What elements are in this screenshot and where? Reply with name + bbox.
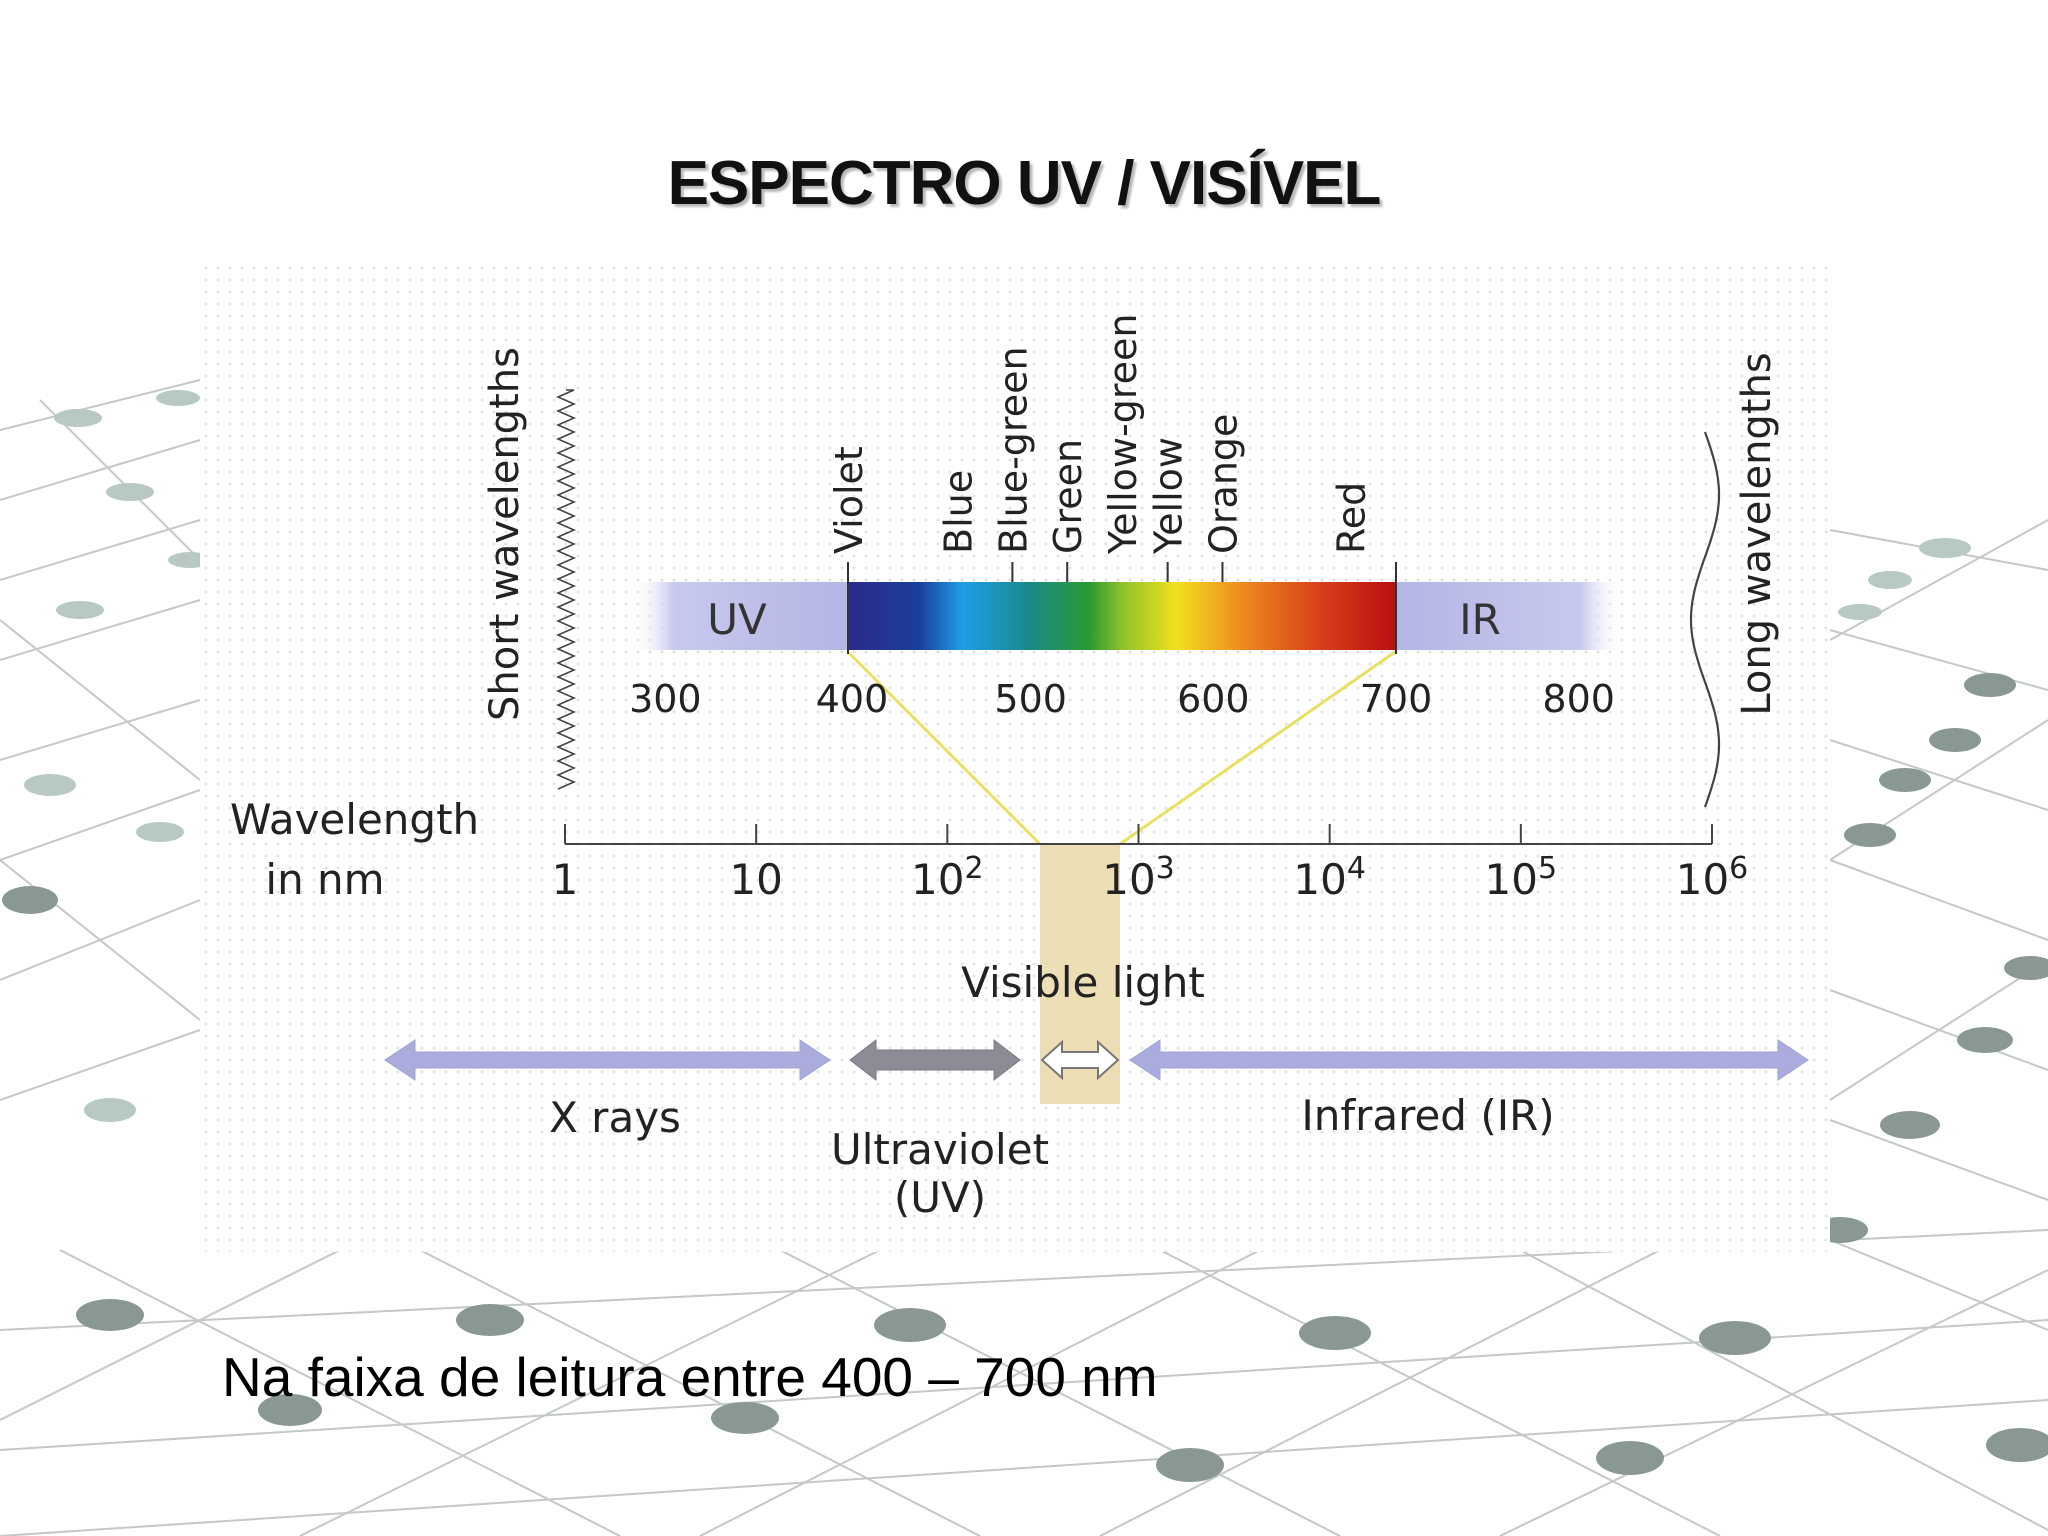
log-tick-exp-2: 2 <box>965 851 984 886</box>
color-label-blue: Blue <box>937 470 981 554</box>
band-tick-labels: 300 400 500 600 700 800 <box>629 677 1615 721</box>
log-tick-base-1: 10 <box>729 855 782 904</box>
band-tick-label-800: 800 <box>1542 677 1615 721</box>
spectrum-svg: UV IR Violet Blue Blue-green Green Yellow-gr… <box>230 314 1809 1222</box>
color-label-yellow-green: Yellow-green <box>1101 314 1145 555</box>
band-tick-label-300: 300 <box>629 677 702 721</box>
band-tick-label-500: 500 <box>994 677 1067 721</box>
visible-light-label: Visible light <box>961 958 1205 1007</box>
x-rays-arrow <box>384 1039 831 1081</box>
color-label-violet: Violet <box>827 446 871 554</box>
uv-band-label: UV <box>707 595 767 644</box>
log-tick-label-2: 102 <box>911 851 984 904</box>
log-tick-base-5: 10 <box>1485 855 1538 904</box>
infrared-label: Infrared (IR) <box>1301 1091 1554 1140</box>
log-tick-label-0: 1 <box>552 855 579 904</box>
log-tick-exp-4: 4 <box>1347 851 1366 886</box>
ir-band-label: IR <box>1459 595 1501 644</box>
long-wavelengths-label: Long wavelengths <box>1734 352 1780 715</box>
band-tick-label-600: 600 <box>1177 677 1250 721</box>
connector-right <box>1119 650 1396 846</box>
color-ticks <box>847 562 1397 582</box>
log-tick-base-2: 10 <box>911 855 964 904</box>
in-nm-label: in nm <box>265 855 384 904</box>
ultraviolet-label: Ultraviolet <box>831 1125 1049 1174</box>
log-tick-exp-3: 3 <box>1156 851 1175 886</box>
log-tick-label-6: 106 <box>1676 851 1749 904</box>
ultraviolet-abbr-label: (UV) <box>894 1173 986 1222</box>
ir-band <box>1396 582 1626 650</box>
visible-arrow <box>1040 1039 1120 1081</box>
log-tick-base-4: 10 <box>1293 855 1346 904</box>
long-wave-icon <box>1689 431 1721 808</box>
log-tick-label-1: 10 <box>729 855 782 904</box>
log-tick-exp-5: 5 <box>1538 851 1557 886</box>
color-label-red: Red <box>1329 482 1373 554</box>
ultraviolet-arrow <box>849 1038 1021 1082</box>
color-label-yellow: Yellow <box>1147 437 1191 555</box>
band-tick-label-700: 700 <box>1360 677 1433 721</box>
band-tick-label-400: 400 <box>816 677 889 721</box>
spectrum-diagram: UV IR Violet Blue Blue-green Green Yellow-gr… <box>200 262 1830 1252</box>
log-tick-exp-6: 6 <box>1729 851 1748 886</box>
wavelength-label: Wavelength <box>230 795 479 844</box>
log-tick-base-0: 1 <box>552 855 579 904</box>
color-labels: Violet Blue Blue-green Green Yellow-green Yel… <box>827 314 1373 555</box>
slide-title: ESPECTRO UV / VISÍVEL <box>667 149 1382 218</box>
log-axis-ticks: 1 10 102 103 104 105 106 <box>552 824 1749 904</box>
short-wavelengths-label: Short wavelengths <box>482 347 528 721</box>
log-tick-base-6: 10 <box>1676 855 1729 904</box>
short-wave-icon <box>556 389 576 790</box>
uv-band <box>630 582 848 650</box>
visible-band <box>848 582 1396 650</box>
infrared-arrow <box>1129 1039 1809 1081</box>
log-tick-label-5: 105 <box>1485 851 1558 904</box>
log-tick-label-4: 104 <box>1293 851 1366 904</box>
log-tick-label-3: 103 <box>1102 851 1175 904</box>
connector-left <box>846 650 1042 846</box>
color-label-orange: Orange <box>1201 414 1245 554</box>
x-rays-label: X rays <box>549 1093 681 1142</box>
footer-note: Na faixa de leitura entre 400 – 700 nm <box>222 1346 1158 1408</box>
log-tick-base-3: 10 <box>1102 855 1155 904</box>
color-label-green: Green <box>1046 439 1090 554</box>
color-label-blue-green: Blue-green <box>991 346 1035 554</box>
